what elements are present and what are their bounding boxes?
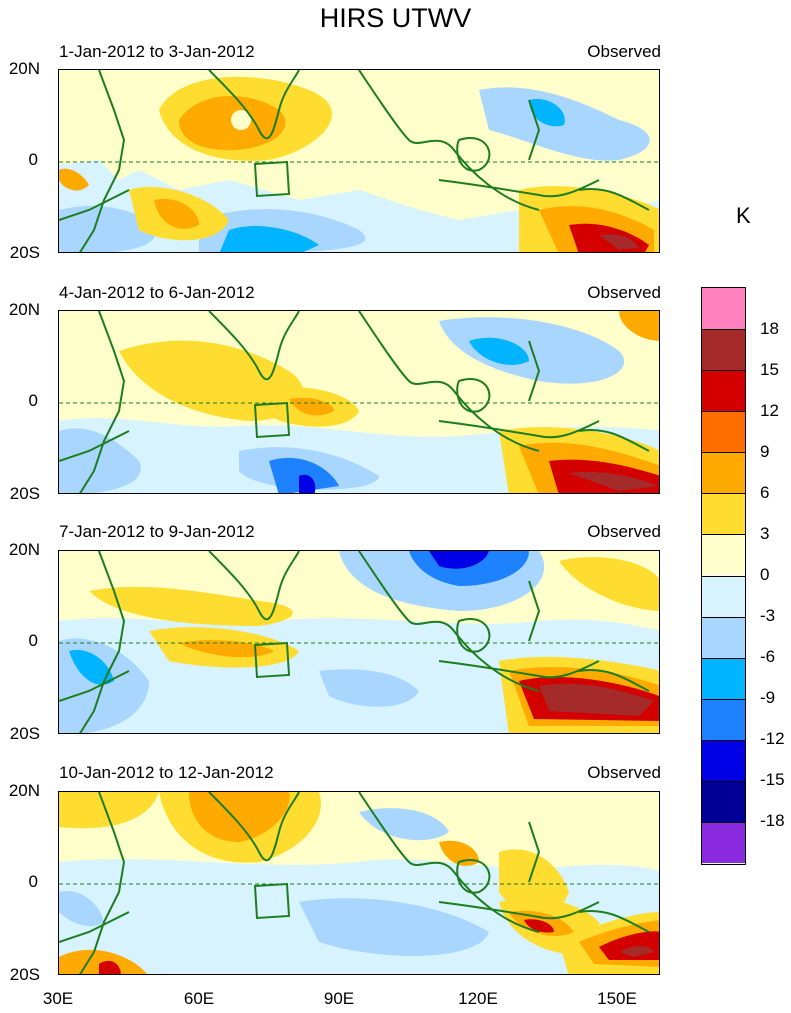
lon-label-60e: 60E [183, 989, 215, 1008]
panel-1-tag: Observed [587, 42, 661, 61]
colorbar-swatch [702, 370, 745, 412]
colorbar-swatch [702, 411, 745, 453]
panel-1-lat-0: 0 [28, 150, 38, 169]
colorbar-swatch [702, 575, 745, 617]
panel-1-lat-20n: 20N [8, 59, 40, 78]
colorbar-swatch [702, 739, 745, 781]
colorbar-tick-label: 9 [760, 441, 770, 461]
panel-1-lat-20s: 20S [9, 243, 40, 262]
lon-label-150e: 150E [597, 989, 637, 1008]
colorbar-tick-label: 18 [760, 318, 779, 338]
colorbar-swatch [702, 452, 745, 494]
colorbar-swatch [702, 698, 745, 740]
colorbar-unit: K [736, 203, 751, 228]
colorbar-tick-label: -18 [760, 811, 785, 831]
colorbar-tick-label: 15 [760, 359, 779, 379]
colorbar-swatch [702, 616, 745, 658]
colorbar-tick-label: -3 [760, 606, 776, 626]
figure-title: HIRS UTWV [319, 3, 472, 33]
colorbar-swatch [702, 329, 745, 371]
colorbar-tick-label: -12 [760, 729, 785, 749]
colorbar-tick-label: 12 [760, 400, 779, 420]
panel-3-lat-0: 0 [28, 631, 38, 650]
panel-4-tag: Observed [587, 763, 661, 782]
colorbar-tick-label: -9 [760, 688, 776, 708]
lon-label-120e: 120E [458, 989, 498, 1008]
panel-4-lat-20s: 20S [9, 965, 40, 984]
colorbar-tick-label: -6 [760, 647, 776, 667]
colorbar-tick-label: -15 [760, 770, 785, 790]
panel-3-lat-20s: 20S [9, 724, 40, 743]
colorbar-tick-label: 6 [760, 482, 770, 502]
lon-label-90e: 90E [323, 989, 355, 1008]
panel-2-lat-0: 0 [28, 391, 38, 410]
panel-2-map [58, 310, 660, 494]
panel-2-date: 4-Jan-2012 to 6-Jan-2012 [59, 283, 255, 302]
colorbar-swatch [702, 534, 745, 576]
panel-3-lat-20n: 20N [8, 540, 40, 559]
panel-3-date: 7-Jan-2012 to 9-Jan-2012 [59, 522, 255, 541]
panel-4-lat-20n: 20N [8, 781, 40, 800]
lon-label-30e: 30E [42, 989, 74, 1008]
colorbar-swatch [702, 657, 745, 699]
panel-3-tag: Observed [587, 522, 661, 541]
panel-2-lat-20s: 20S [9, 484, 40, 503]
panel-3-map [58, 550, 660, 734]
colorbar-tick-label: 3 [760, 523, 770, 543]
colorbar [701, 287, 746, 865]
panel-4-map [58, 791, 660, 975]
colorbar-tick-label: 0 [760, 565, 770, 584]
panel-1-date: 1-Jan-2012 to 3-Jan-2012 [59, 42, 255, 61]
panel-2-tag: Observed [587, 283, 661, 302]
panel-4-date: 10-Jan-2012 to 12-Jan-2012 [59, 763, 274, 782]
panel-2-lat-20n: 20N [8, 300, 40, 319]
colorbar-swatch [702, 288, 745, 330]
panel-4-lat-0: 0 [28, 872, 38, 891]
colorbar-swatch [702, 493, 745, 535]
colorbar-swatch [702, 821, 745, 863]
panel-1-map [58, 69, 660, 253]
colorbar-swatch [702, 780, 745, 822]
